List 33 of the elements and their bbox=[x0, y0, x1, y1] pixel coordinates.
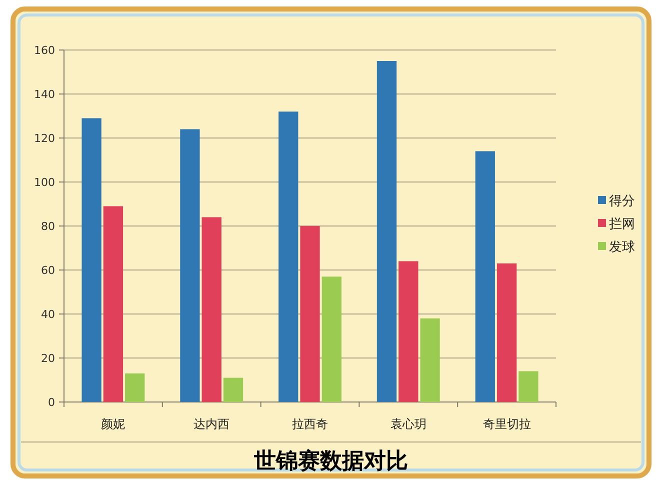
bar bbox=[398, 261, 418, 402]
x-tick-label: 奇里切拉 bbox=[482, 417, 531, 431]
x-tick-label: 袁心玥 bbox=[390, 417, 426, 431]
x-tick-label: 颜妮 bbox=[101, 417, 126, 431]
x-tick-label: 达内西 bbox=[194, 417, 230, 431]
bar bbox=[180, 129, 200, 402]
legend-label: 得分 bbox=[609, 194, 635, 209]
y-tick-label: 140 bbox=[34, 88, 55, 101]
bar bbox=[300, 226, 320, 402]
bar bbox=[278, 112, 298, 402]
bar bbox=[82, 118, 102, 402]
bar bbox=[202, 217, 222, 402]
bar bbox=[376, 61, 397, 402]
legend-label: 拦网 bbox=[609, 217, 635, 232]
legend-label: 发球 bbox=[609, 240, 635, 255]
bar bbox=[518, 371, 538, 402]
y-tick-label: 60 bbox=[41, 264, 55, 277]
y-tick-label: 40 bbox=[41, 308, 55, 321]
x-tick-label: 拉西奇 bbox=[292, 417, 328, 431]
bar bbox=[475, 151, 495, 402]
y-tick-label: 120 bbox=[34, 132, 55, 145]
y-tick-label: 160 bbox=[34, 44, 55, 57]
bar bbox=[125, 373, 145, 402]
y-tick-label: 100 bbox=[34, 176, 55, 189]
bar bbox=[103, 206, 124, 402]
text: 世锦赛数据对比 bbox=[253, 448, 408, 474]
bar bbox=[223, 378, 244, 402]
y-tick-label: 80 bbox=[41, 220, 55, 233]
y-tick-label: 20 bbox=[41, 352, 55, 365]
bar bbox=[322, 276, 342, 402]
bar bbox=[496, 263, 517, 402]
bar bbox=[420, 318, 440, 402]
y-tick-label: 0 bbox=[48, 396, 55, 409]
